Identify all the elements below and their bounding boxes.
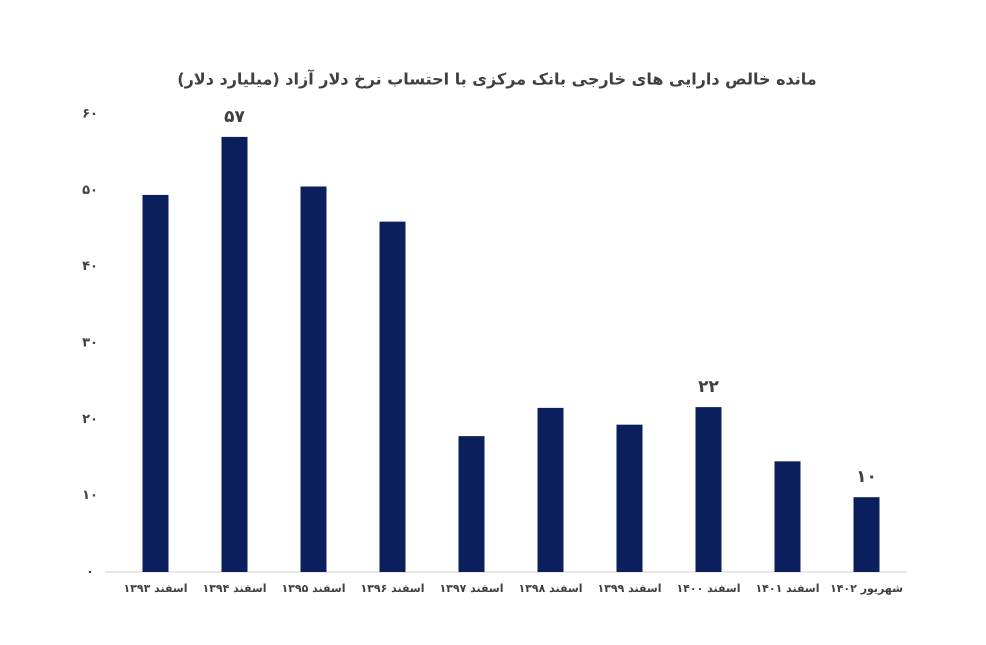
bar bbox=[379, 221, 406, 572]
y-tick-label: ۶۰ bbox=[82, 107, 98, 122]
bar bbox=[300, 186, 327, 572]
chart-title: مانده خالص دارایی های خارجی بانک مرکزی ب… bbox=[177, 69, 816, 89]
y-tick-label: ۴۰ bbox=[82, 259, 98, 274]
bar bbox=[616, 424, 643, 572]
y-tick-label: ۵۰ bbox=[82, 183, 98, 198]
bar bbox=[853, 497, 880, 572]
bar bbox=[537, 407, 564, 572]
x-tick-label: اسفند ۱۳۹۸ bbox=[518, 582, 582, 595]
x-tick-label: شهریور ۱۴۰۲ bbox=[830, 582, 903, 595]
x-tick-label: اسفند ۱۳۹۵ bbox=[281, 582, 345, 595]
bar bbox=[774, 461, 801, 572]
value-label: ۵۷ bbox=[224, 107, 245, 127]
value-label: ۱۰ bbox=[856, 467, 877, 487]
bar bbox=[695, 407, 722, 572]
bar bbox=[221, 136, 248, 572]
x-tick-label: اسفند ۱۳۹۶ bbox=[360, 582, 424, 595]
x-tick-label: اسفند ۱۳۹۷ bbox=[439, 582, 503, 595]
bar bbox=[142, 194, 169, 572]
x-tick-label: اسفند ۱۳۹۹ bbox=[597, 582, 661, 595]
y-tick-label: ۰ bbox=[86, 565, 94, 580]
bar bbox=[458, 436, 485, 572]
value-label: ۲۲ bbox=[698, 377, 719, 397]
y-tick-label: ۱۰ bbox=[82, 488, 98, 503]
y-tick-label: ۲۰ bbox=[82, 412, 98, 427]
x-tick-label: اسفند ۱۳۹۳ bbox=[123, 582, 187, 595]
x-tick-label: اسفند ۱۴۰۰ bbox=[676, 582, 740, 595]
x-tick-label: اسفند ۱۴۰۱ bbox=[755, 582, 819, 595]
x-tick-label: اسفند ۱۳۹۴ bbox=[202, 582, 266, 595]
y-tick-label: ۳۰ bbox=[82, 336, 98, 351]
